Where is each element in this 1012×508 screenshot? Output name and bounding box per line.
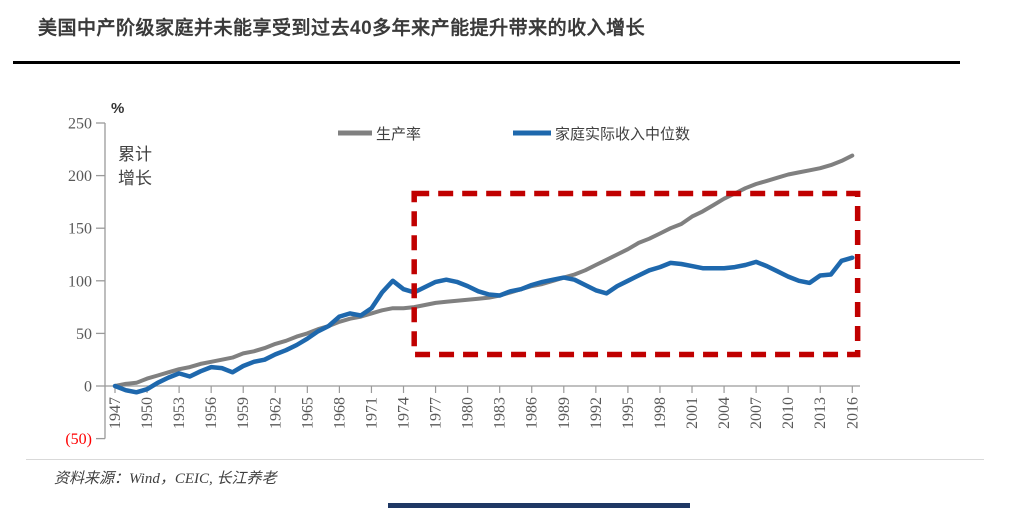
x-tick-label: 2007 [748, 397, 765, 429]
productivity-line [113, 153, 855, 388]
highlight-dashed-box [411, 190, 861, 358]
page-title: 美国中产阶级家庭并未能享受到过去40多年来产能提升带来的收入增长 [38, 18, 646, 39]
x-tick-label: 1956 [203, 397, 220, 429]
x-tick-label: 1950 [139, 397, 156, 429]
x-tick-label: 1980 [460, 397, 477, 429]
x-tick-label: 1983 [492, 397, 509, 429]
y-tick-label: 100 [68, 273, 92, 290]
x-tick-label: 1986 [524, 397, 541, 429]
x-tick-label: 1992 [588, 397, 605, 429]
y-tick-label: 200 [68, 168, 92, 185]
x-tick-label: 1989 [556, 397, 573, 429]
x-tick-label: 2001 [684, 397, 701, 429]
y-unit-label: % [111, 100, 124, 117]
line-chart: 250 200 150 100 50 0 (50) 1947 1950 1953 1956 1959 1… [65, 100, 861, 448]
source-note: 资料来源：Wind，CEIC, 长江养老 [54, 471, 277, 487]
footer-accent-bar [388, 503, 690, 508]
x-tick-label: 1968 [331, 397, 348, 429]
x-tick-label: 2013 [812, 397, 829, 429]
income-line [112, 255, 855, 395]
x-tick-label: 1971 [363, 397, 380, 429]
axis-caption-line: 增长 [118, 169, 152, 188]
axis-caption-line: 累计 [118, 145, 152, 164]
x-tick-label: 1974 [396, 397, 413, 429]
x-tick-label: 2016 [844, 397, 861, 429]
x-tick-label: 2010 [780, 397, 797, 429]
title-underline-rule [13, 61, 960, 64]
y-tick-label: 150 [68, 221, 92, 238]
x-tick-label: 1953 [171, 397, 188, 429]
x-tick-label: 1962 [267, 397, 284, 429]
x-tick-label: 1998 [652, 397, 669, 429]
x-tick-label: 2004 [716, 397, 733, 429]
legend-label: 生产率 [376, 126, 421, 143]
y-tick-label: (50) [65, 431, 92, 448]
legend-label: 家庭实际收入中位数 [555, 126, 690, 143]
y-tick-label: 50 [76, 326, 92, 343]
x-tick-label: 1965 [299, 397, 316, 429]
x-tick-label: 1947 [107, 397, 124, 429]
x-tick-label: 1995 [620, 397, 637, 429]
y-tick-label: 250 [68, 116, 92, 133]
y-tick-label: 0 [84, 379, 92, 396]
source-divider-line [26, 459, 984, 460]
x-tick-label: 1977 [428, 397, 445, 429]
x-tick-label: 1959 [235, 397, 252, 429]
